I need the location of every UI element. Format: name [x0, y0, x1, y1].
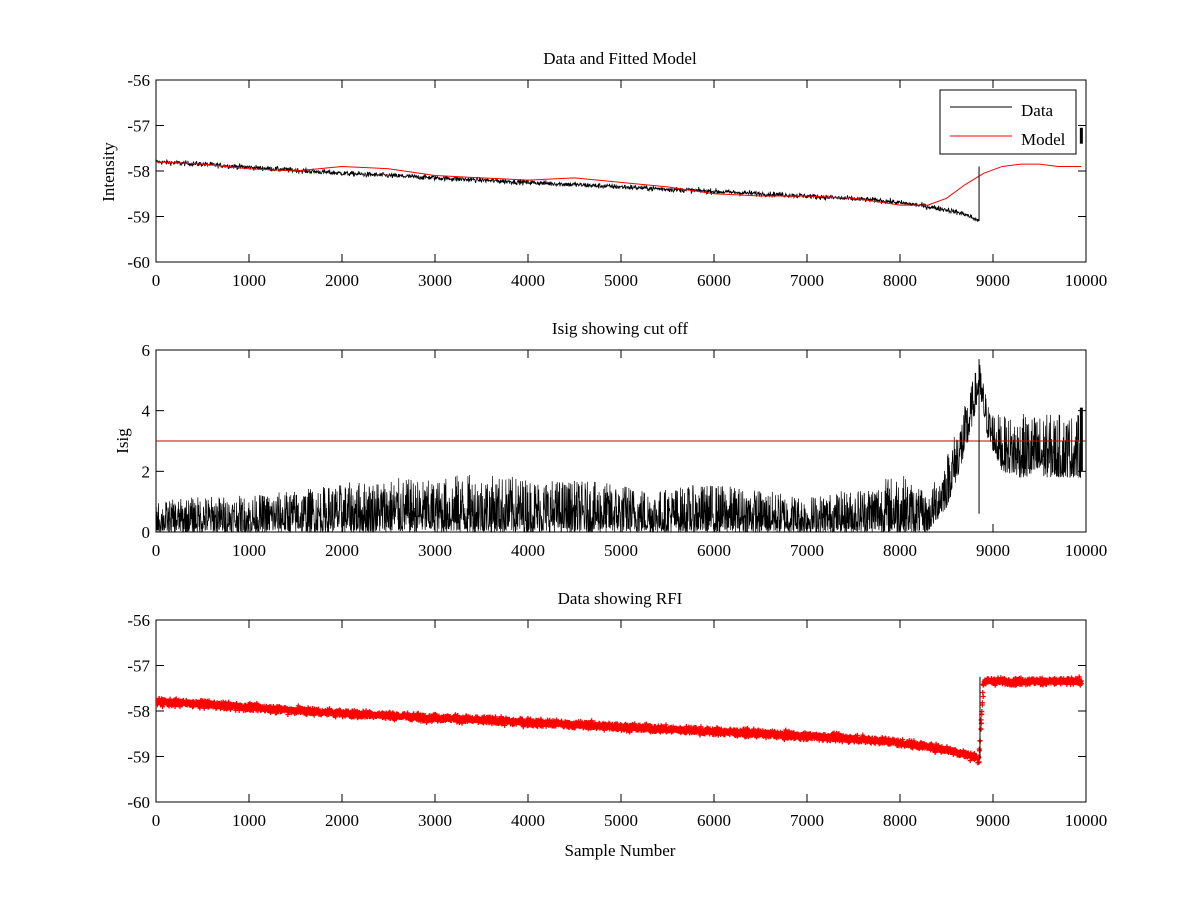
x-tick-label: 7000	[790, 541, 824, 560]
y-tick-label: -56	[127, 71, 150, 90]
x-tick-label: 1000	[232, 271, 266, 290]
rfi-point	[459, 720, 465, 726]
series-line-model	[156, 161, 1082, 206]
y-tick-label: -60	[127, 793, 150, 812]
subplot-bottom-title: Data showing RFI	[558, 589, 683, 608]
x-tick-label: 6000	[697, 811, 731, 830]
y-tick-label: 2	[142, 462, 151, 481]
x-tick-label: 6000	[697, 541, 731, 560]
series-layer	[156, 674, 1084, 766]
rfi-point	[525, 715, 531, 721]
subplot-bottom: Data showing RFI Sample Number 0 1000 2000…	[127, 589, 1107, 860]
y-tick-label: -59	[127, 748, 150, 767]
x-tick-label: 3000	[418, 811, 452, 830]
x-tick-label: 0	[152, 271, 161, 290]
y-tick-label: -58	[127, 702, 150, 721]
x-tick-label: 9000	[976, 811, 1010, 830]
x-tick-label: 7000	[790, 811, 824, 830]
rfi-point	[295, 703, 301, 709]
subplot-top: Data and Fitted Model Intensity 0 1000 200…	[99, 49, 1107, 290]
y-tick-label: 4	[142, 402, 151, 421]
subplot-middle: Isig showing cut off Isig 0 1000 2000 3000 4…	[113, 319, 1107, 560]
legend-data-label: Data	[1021, 101, 1054, 120]
y-tick-label: -60	[127, 253, 150, 272]
y-tick-label: -57	[127, 657, 150, 676]
legend-model-label: Model	[1021, 130, 1066, 149]
x-tick-label: 9000	[976, 541, 1010, 560]
x-tick-label: 2000	[325, 271, 359, 290]
legend-box	[939, 89, 1077, 155]
series-layer	[156, 359, 1086, 532]
x-tick-label: 1000	[232, 541, 266, 560]
x-tick-label: 5000	[604, 811, 638, 830]
x-tick-label: 10000	[1065, 271, 1108, 290]
x-tick-label: 2000	[325, 541, 359, 560]
x-tick-label: 4000	[511, 271, 545, 290]
series-layer	[156, 127, 1083, 222]
y-tick-label: -59	[127, 208, 150, 227]
x-tick-label: 5000	[604, 541, 638, 560]
subplot-middle-plot: 0 1000 2000 3000 4000 5000 6000 7000 8000 9000 100…	[142, 341, 1108, 560]
series-markers-rfi	[156, 674, 1084, 766]
rfi-point	[589, 718, 595, 724]
rfi-point	[528, 716, 534, 722]
x-tick-label: 7000	[790, 271, 824, 290]
x-tick-label: 3000	[418, 541, 452, 560]
x-tick-label: 8000	[883, 811, 917, 830]
series-line-isig	[156, 364, 1082, 532]
x-tick-label: 10000	[1065, 811, 1108, 830]
x-tick-label: 2000	[325, 811, 359, 830]
y-tick-label: -57	[127, 117, 150, 136]
legend: Data Model	[939, 89, 1077, 155]
rfi-point	[493, 714, 499, 720]
x-tick-label: 3000	[418, 271, 452, 290]
x-tick-label: 9000	[976, 271, 1010, 290]
y-tick-label: 0	[142, 523, 151, 542]
x-tick-label: 6000	[697, 271, 731, 290]
subplot-bottom-xlabel: Sample Number	[565, 841, 676, 860]
y-tick-label: -56	[127, 611, 150, 630]
subplot-top-title: Data and Fitted Model	[543, 49, 697, 68]
subplot-bottom-plot: 0 1000 2000 3000 4000 5000 6000 7000 8000 9000 100…	[127, 611, 1107, 830]
rfi-point	[197, 705, 203, 711]
x-tick-label: 8000	[883, 271, 917, 290]
subplot-top-plot: 0 1000 2000 3000 4000 5000 6000 7000 8000 9000 100…	[127, 71, 1107, 290]
y-tick-label: -58	[127, 162, 150, 181]
x-tick-label: 4000	[511, 541, 545, 560]
subplot-middle-ylabel: Isig	[113, 428, 132, 454]
x-tick-label: 8000	[883, 541, 917, 560]
x-tick-label: 0	[152, 541, 161, 560]
x-tick-label: 5000	[604, 271, 638, 290]
subplot-middle-title: Isig showing cut off	[552, 319, 688, 338]
x-tick-label: 0	[152, 811, 161, 830]
x-tick-label: 4000	[511, 811, 545, 830]
y-tick-label: 6	[142, 341, 151, 360]
subplot-top-ylabel: Intensity	[99, 142, 118, 202]
x-tick-label: 1000	[232, 811, 266, 830]
x-tick-label: 10000	[1065, 541, 1108, 560]
